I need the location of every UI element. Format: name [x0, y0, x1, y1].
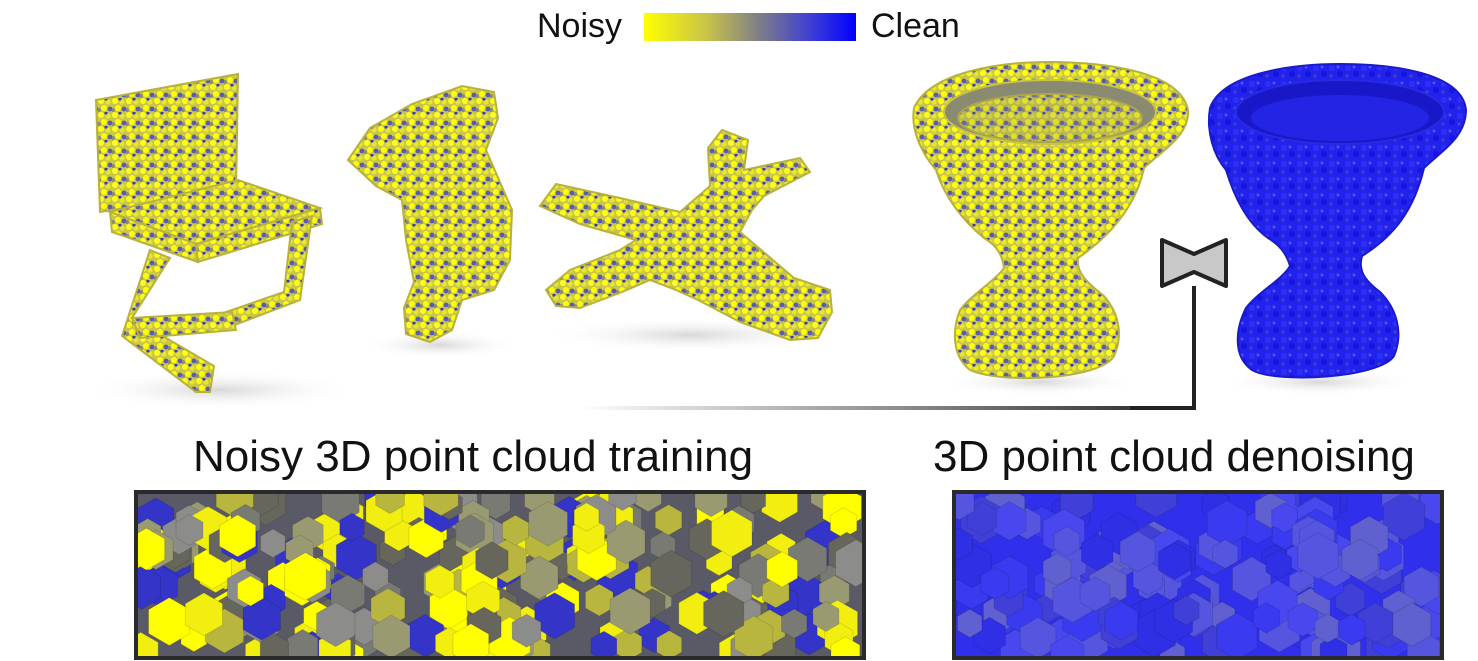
closeup-point: [956, 527, 973, 561]
closeup-point: [761, 494, 798, 523]
closeup-point: [452, 623, 490, 656]
closeup-point: [1252, 602, 1280, 634]
closeup-point: [362, 561, 389, 593]
denoising-caption: 3D point cloud denoising: [933, 432, 1415, 481]
closeup-point: [1341, 538, 1379, 581]
chair-point-cloud: [94, 72, 324, 393]
closeup-point: [830, 636, 861, 656]
closeup-point: [175, 513, 204, 547]
closeup-point: [1173, 595, 1200, 626]
closeup-point: [609, 587, 651, 635]
closeup-point: [455, 514, 485, 549]
horse-point-cloud: [346, 84, 514, 344]
closeup-point: [1403, 566, 1440, 608]
closeup-point: [219, 514, 257, 558]
closeup-point: [534, 592, 576, 640]
closeup-point: [1212, 539, 1239, 570]
closeup-point: [584, 583, 614, 617]
airplane-point-cloud: [538, 128, 834, 342]
closeup-point: [1337, 613, 1366, 646]
closeup-point: [957, 608, 983, 639]
closeup-point: [608, 494, 637, 512]
closeup-point: [1297, 532, 1339, 580]
closeup-point: [1079, 576, 1111, 612]
closeup-point: [573, 502, 600, 532]
closeup-point: [634, 494, 662, 513]
closeup-point: [184, 592, 223, 637]
closeup-point: [1104, 601, 1139, 641]
closeup-point: [1042, 552, 1072, 586]
closeup-point: [372, 614, 411, 656]
noisy-closeup-panel: [134, 490, 866, 660]
closeup-point: [284, 552, 327, 601]
closeup-point: [375, 494, 405, 515]
colorbar-gradient: [644, 13, 856, 41]
closeup-point: [1050, 634, 1085, 656]
closeup-point: [956, 494, 975, 521]
point-cloud-scene: [80, 60, 1468, 410]
colorbar-clean-label: Clean: [871, 7, 960, 45]
training-caption: Noisy 3D point cloud training: [193, 432, 754, 481]
closeup-point: [1287, 602, 1318, 637]
closeup-point: [260, 528, 286, 559]
closeup-point: [1357, 602, 1394, 644]
closeup-point: [138, 631, 159, 656]
closeup-point: [1119, 530, 1156, 573]
closeup-point: [694, 494, 728, 518]
closeup-point: [590, 630, 618, 656]
closeup-point: [740, 494, 767, 514]
closeup-point: [835, 539, 862, 588]
closeup-point: [286, 628, 319, 656]
closeup-point: [423, 494, 459, 517]
closeup-point: [242, 596, 281, 641]
closeup-point: [138, 565, 161, 610]
closeup-point: [654, 504, 683, 536]
closeup-point: [787, 536, 828, 583]
closeup-point: [502, 514, 529, 546]
closeup-point: [711, 509, 753, 558]
closeup-point: [425, 564, 455, 599]
closeup-point: [475, 541, 509, 580]
closeup-point: [528, 500, 568, 547]
closeup-point: [1053, 525, 1081, 557]
closeup-point: [980, 566, 1010, 600]
noise-colorbar: Noisy Clean: [537, 6, 977, 45]
closeup-point: [511, 613, 542, 648]
closeup-point: [812, 600, 840, 633]
closeup-point: [1135, 494, 1177, 519]
closeup-point: [138, 527, 166, 571]
closeup-point: [613, 628, 643, 656]
closeup-point: [1265, 549, 1292, 580]
closeup-point: [1081, 533, 1114, 571]
closeup-point: [781, 608, 808, 639]
closeup-point: [656, 630, 683, 656]
colorbar-noisy-label: Noisy: [537, 7, 623, 45]
denoised-vase-point-cloud: [1208, 62, 1468, 379]
closeup-point: [339, 512, 365, 542]
closeup-point: [650, 549, 692, 598]
closeup-point: [259, 633, 289, 656]
closeup-point: [237, 575, 264, 607]
closeup-point: [1419, 494, 1440, 525]
closeup-point: [703, 590, 745, 638]
bowtie-network-icon: [1160, 238, 1228, 288]
closeup-point: [316, 601, 356, 648]
closeup-point: [1019, 616, 1057, 656]
noisy-vase-point-cloud: [912, 60, 1190, 380]
closeup-point: [1392, 602, 1432, 648]
closeup-point: [766, 551, 798, 588]
closeup-point: [1158, 541, 1192, 580]
closeup-point: [1382, 494, 1426, 541]
clean-closeup-panel: [952, 490, 1444, 660]
